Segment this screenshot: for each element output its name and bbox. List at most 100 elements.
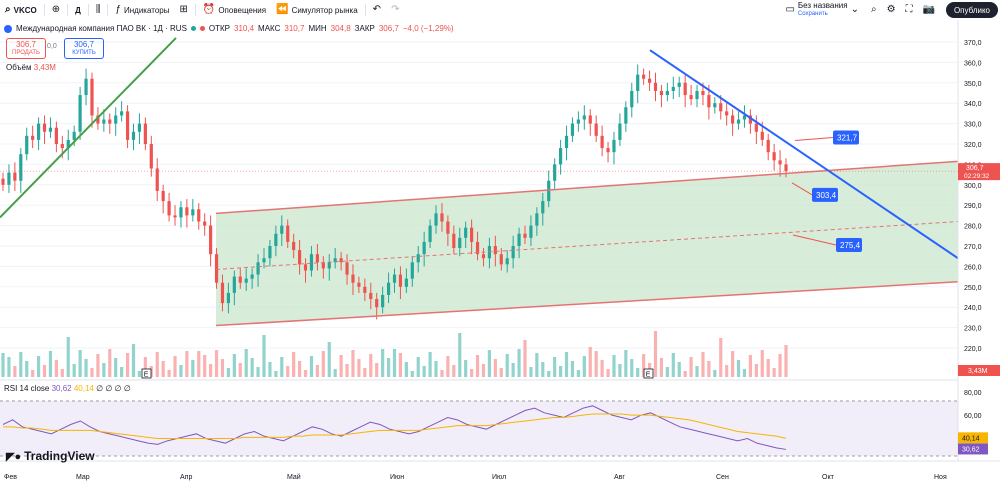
undo-icon: ↶ xyxy=(372,4,382,15)
candle xyxy=(570,117,575,142)
trend-line-blue[interactable] xyxy=(649,49,959,260)
redo-button[interactable]: ↷ xyxy=(386,0,404,20)
candle xyxy=(748,109,753,134)
time-axis[interactable]: Фев Мар Апр Май Июн Июл Авг Сен Окт Ноя xyxy=(0,460,1000,481)
volume-bar xyxy=(375,363,379,377)
price-tick-label: 320,0 xyxy=(964,142,982,149)
volume-bar xyxy=(624,350,628,377)
candle-body xyxy=(262,258,266,263)
candle xyxy=(772,144,776,171)
candle-body xyxy=(410,262,414,279)
volume-bar xyxy=(286,366,290,377)
volume-bar xyxy=(345,364,349,377)
rsi-badge-value: 30,62 xyxy=(962,446,980,453)
earnings-marker xyxy=(643,368,654,379)
volume-bar xyxy=(250,358,254,377)
candle xyxy=(280,215,284,246)
channel-mid-line[interactable] xyxy=(215,221,959,270)
volume-bar xyxy=(707,361,711,377)
candle-body xyxy=(1,178,5,185)
candle xyxy=(197,203,201,230)
tradingview-logo[interactable]: ◤● TradingView xyxy=(6,449,95,463)
trend-line-green[interactable] xyxy=(0,37,177,219)
volume-bar xyxy=(731,351,735,377)
candle xyxy=(624,101,628,132)
volume-bar xyxy=(351,350,355,377)
candle-body xyxy=(185,207,189,216)
alerts-button[interactable]: ⏰ Оповещения xyxy=(198,0,271,20)
fullscreen-button[interactable]: ⛶ xyxy=(901,0,918,20)
volume-bar xyxy=(505,354,509,377)
candle xyxy=(48,117,53,138)
candle xyxy=(36,117,41,151)
volume-bar xyxy=(120,367,124,377)
candle xyxy=(742,105,747,128)
replay-button[interactable]: ⏪ Симулятор рынка xyxy=(271,0,363,20)
ohlc-low: 304,8 xyxy=(330,24,351,33)
candle-body xyxy=(606,148,610,153)
market-status-dot-icon xyxy=(199,26,205,31)
volume-bar xyxy=(713,370,717,377)
chevron-down-icon: ⌄ xyxy=(850,4,859,15)
candle-body xyxy=(42,123,47,132)
price-tick-label: 280,0 xyxy=(964,224,982,231)
candle xyxy=(25,127,29,161)
candle xyxy=(54,121,58,153)
volume-bar xyxy=(167,370,171,377)
candle xyxy=(1,172,5,191)
candle-body xyxy=(653,82,658,91)
volume-bar xyxy=(719,338,723,377)
snapshot-button[interactable]: 📷 xyxy=(918,0,940,20)
volume-bar xyxy=(736,360,741,377)
templates-button[interactable]: ⊞ xyxy=(174,0,192,20)
candle xyxy=(203,213,207,236)
price-tick-label: 340,0 xyxy=(964,101,982,108)
candle xyxy=(713,97,717,114)
volume-bar xyxy=(677,362,681,377)
compare-button[interactable]: ⊕ xyxy=(47,0,65,20)
candle xyxy=(173,205,177,226)
channel-top-line[interactable] xyxy=(215,160,959,215)
candle-body xyxy=(268,246,272,259)
symbol-search[interactable]: ⌕ VKCO xyxy=(0,0,42,20)
volume-bar xyxy=(404,362,408,377)
indicators-button[interactable]: ƒ Индикаторы xyxy=(110,0,174,20)
chart-type-button[interactable]: ⫼ xyxy=(91,0,106,20)
volume-bar xyxy=(529,367,533,377)
candle xyxy=(185,199,189,228)
candle-body xyxy=(529,225,533,238)
price-label-connector xyxy=(791,182,813,196)
settings-button[interactable]: ⚙ xyxy=(882,0,901,20)
volume-bar xyxy=(238,363,242,377)
candle-body xyxy=(250,274,254,279)
volume-bar xyxy=(209,364,213,377)
volume-bar xyxy=(600,360,604,377)
buy-button[interactable]: 306,7 КУПИТЬ xyxy=(64,38,104,59)
undo-button[interactable]: ↶ xyxy=(368,0,386,20)
layout-button[interactable]: ▭ Без названия Сохранить ⌄ xyxy=(780,0,864,20)
rsi-badge xyxy=(958,443,988,455)
candle-body xyxy=(7,172,11,185)
quick-search-button[interactable]: ⌕ xyxy=(866,0,882,20)
time-tick-label: Ноя xyxy=(934,474,947,481)
time-tick-label: Июн xyxy=(390,474,404,481)
candle xyxy=(499,248,503,271)
candle-body xyxy=(564,135,569,149)
publish-button[interactable]: Опублико xyxy=(945,2,998,18)
candle-body xyxy=(594,123,598,136)
candle xyxy=(665,82,669,102)
interval-button[interactable]: Д xyxy=(70,0,86,20)
channel-bottom-line[interactable] xyxy=(215,280,959,327)
volume-bar xyxy=(511,363,515,377)
sell-button[interactable]: 306,7 ПРОДАТЬ xyxy=(6,38,46,59)
candle xyxy=(434,205,438,234)
volume-bar xyxy=(36,356,41,377)
candle-body xyxy=(748,115,753,124)
candle xyxy=(13,162,17,191)
candle-body xyxy=(363,286,367,293)
volume-bar xyxy=(66,337,70,377)
volume-bar xyxy=(54,360,58,377)
price-axis[interactable]: 370,0360,0350,0340,0330,0320,0310,0300,0… xyxy=(957,20,1000,461)
candle xyxy=(642,68,646,85)
